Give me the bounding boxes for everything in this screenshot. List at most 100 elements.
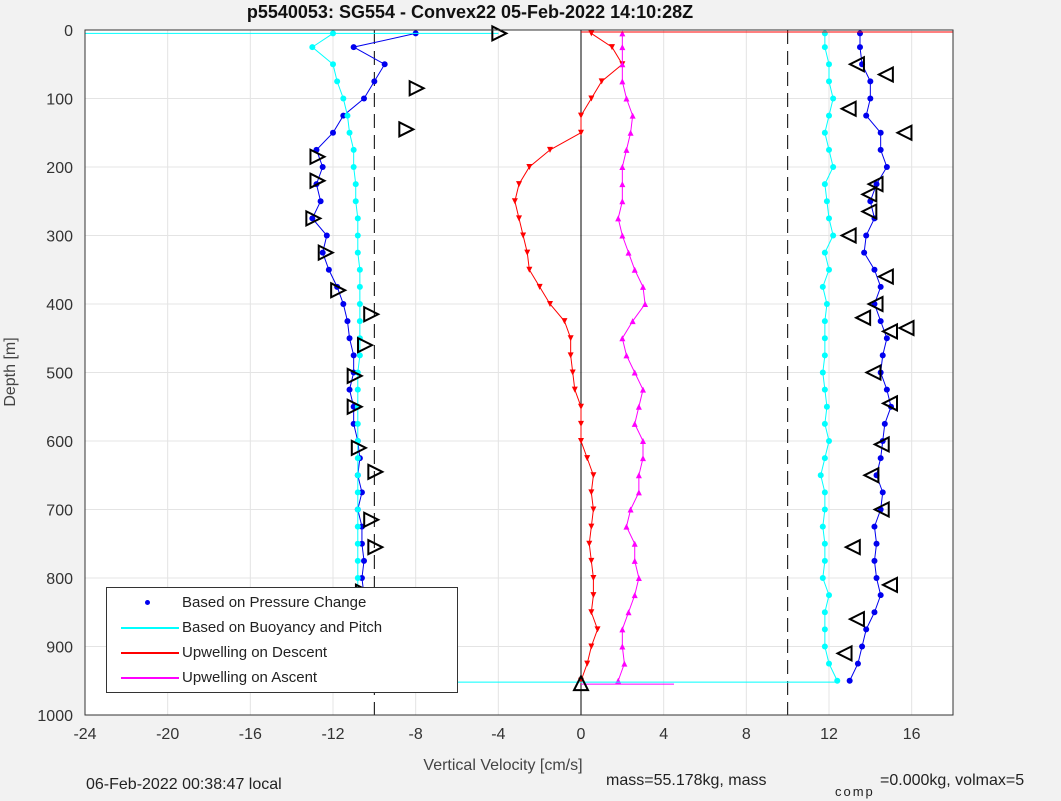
descent-marker — [408, 79, 426, 97]
data-point — [826, 112, 832, 119]
data-point — [619, 30, 626, 37]
legend-line — [121, 677, 179, 679]
data-point — [821, 506, 828, 513]
data-point — [547, 146, 553, 153]
plot-frame — [84, 29, 954, 716]
data-point — [623, 523, 630, 530]
x-tick-label: 4 — [659, 726, 668, 743]
data-point — [354, 506, 361, 513]
data-point — [358, 540, 365, 547]
data-point — [571, 386, 578, 393]
y-tick-label: 800 — [46, 571, 73, 588]
data-point — [588, 95, 595, 102]
data-point — [877, 455, 884, 462]
data-point — [883, 335, 890, 342]
data-point — [619, 181, 626, 188]
data-point — [867, 95, 874, 102]
data-point — [625, 249, 632, 256]
data-point — [340, 301, 347, 307]
data-point — [629, 318, 636, 325]
data-point — [631, 557, 638, 564]
ascent-marker — [843, 538, 861, 556]
data-point — [619, 335, 626, 342]
data-point — [526, 164, 533, 170]
y-tick-label: 400 — [46, 297, 73, 314]
data-point — [631, 420, 638, 427]
descent-marker — [346, 367, 364, 385]
data-point — [516, 215, 522, 222]
data-point — [823, 301, 830, 307]
data-point — [356, 301, 363, 307]
data-point — [871, 557, 878, 564]
data-point — [350, 420, 357, 427]
data-point — [821, 557, 828, 564]
data-point — [830, 164, 837, 170]
data-point — [319, 164, 326, 170]
data-point — [857, 44, 863, 51]
data-point — [640, 283, 646, 290]
data-point — [640, 438, 646, 444]
data-point — [817, 472, 824, 479]
data-point — [877, 318, 884, 325]
data-point — [854, 660, 861, 667]
data-point — [627, 506, 634, 513]
data-point — [354, 386, 361, 393]
data-point — [346, 129, 353, 136]
data-point — [819, 283, 826, 290]
data-point — [819, 575, 826, 581]
data-point — [619, 626, 626, 633]
data-point — [631, 540, 638, 547]
data-point — [371, 78, 378, 85]
data-point — [317, 198, 324, 205]
data-point — [619, 232, 626, 239]
data-point — [623, 146, 630, 153]
data-point — [821, 643, 828, 650]
data-point — [826, 146, 832, 153]
data-point — [567, 352, 574, 359]
data-point — [826, 266, 832, 273]
data-point — [635, 489, 642, 496]
data-point — [635, 472, 642, 479]
ascent-marker — [866, 295, 884, 313]
data-point — [588, 643, 595, 650]
legend-label: Based on Buoyancy and Pitch — [182, 619, 383, 636]
x-tick-label: -12 — [321, 726, 344, 743]
data-point — [821, 318, 828, 325]
data-point — [578, 438, 584, 444]
data-point — [821, 30, 828, 37]
legend-item-descent: Upwelling on Descent — [107, 641, 457, 666]
descent-marker — [367, 538, 385, 556]
data-point — [625, 609, 632, 616]
x-tick-label: -20 — [156, 726, 179, 743]
data-point — [350, 164, 357, 170]
y-tick-label: 0 — [64, 23, 73, 40]
data-point — [821, 420, 828, 427]
data-point — [356, 283, 363, 290]
data-point — [578, 112, 584, 119]
data-point — [309, 44, 316, 51]
ascent-marker — [860, 202, 878, 221]
data-point — [361, 95, 367, 102]
ascent-marker — [847, 610, 865, 628]
chart-title: p5540053: SG554 - Convex22 05-Feb-2022 1… — [247, 2, 693, 22]
data-point — [354, 455, 361, 462]
data-point — [340, 112, 347, 119]
data-point — [354, 472, 361, 479]
data-point — [590, 472, 597, 479]
data-point — [358, 489, 365, 496]
data-point — [330, 61, 336, 68]
legend-item-buoyancy: Based on Buoyancy and Pitch — [107, 616, 457, 641]
data-point — [309, 215, 316, 222]
data-point — [826, 592, 832, 599]
data-point — [871, 609, 878, 616]
data-point — [826, 61, 832, 68]
data-point — [578, 129, 584, 136]
data-point — [826, 78, 832, 85]
legend-line — [121, 627, 179, 629]
data-point — [619, 198, 626, 205]
data-point — [623, 352, 630, 359]
data-point — [615, 215, 622, 222]
data-point — [834, 677, 841, 684]
legend-item-ascent: Upwelling on Ascent — [107, 666, 457, 691]
data-point — [877, 592, 884, 599]
